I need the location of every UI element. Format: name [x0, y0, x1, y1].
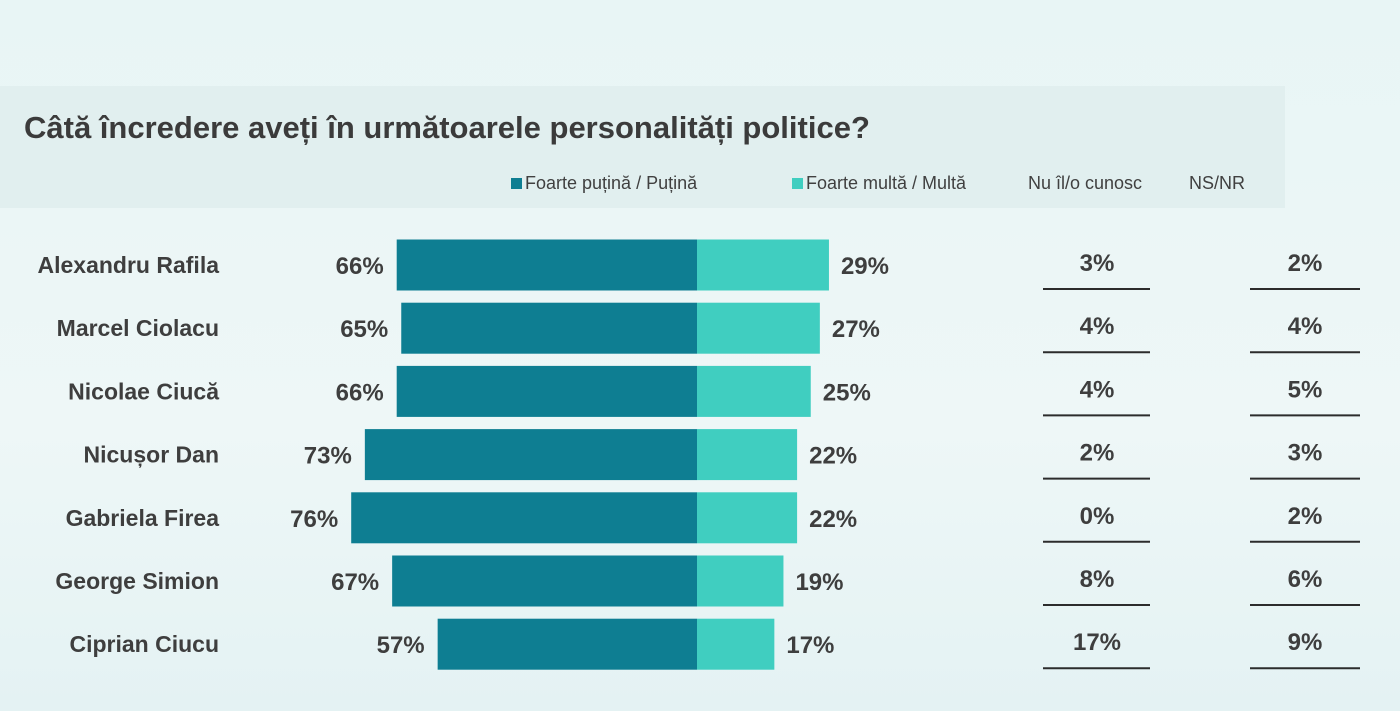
- value-nu-cunosc-ciprian-ciucu: 17%: [1073, 629, 1121, 656]
- legend-item-foarte-putina: Foarte puțină / Puțină: [511, 172, 697, 194]
- bar-foarte-putina-nicusor-dan: [364, 429, 697, 481]
- category-label-gabriela-firea: Gabriela Firea: [66, 505, 220, 531]
- legend-label-ns-nr: NS/NR: [1189, 173, 1246, 193]
- value-ns-nr-alexandru-rafila: 2%: [1288, 250, 1323, 277]
- category-label-nicolae-ciuca: Nicolae Ciucă: [68, 378, 219, 404]
- value-ns-nr-marcel-ciolacu: 4%: [1288, 313, 1323, 340]
- data-label-foarte-multa-marcel-ciolacu: 27%: [832, 316, 880, 343]
- value-ns-nr-gabriela-firea: 2%: [1288, 503, 1323, 530]
- value-nu-cunosc-gabriela-firea: 0%: [1080, 503, 1115, 530]
- category-label-george-simion: George Simion: [55, 568, 219, 594]
- data-label-foarte-putina-nicolae-ciuca: 66%: [336, 379, 384, 406]
- bar-foarte-multa-gabriela-firea: [697, 492, 798, 544]
- legend-item-nu-cunosc: Nu îl/o cunosc: [1028, 172, 1142, 194]
- legend-label-foarte-putina: Foarte puțină / Puțină: [525, 173, 698, 193]
- bar-foarte-putina-gabriela-firea: [351, 492, 697, 544]
- value-nu-cunosc-george-simion: 8%: [1080, 566, 1115, 593]
- legend-item-ns-nr: NS/NR: [1189, 172, 1245, 194]
- bar-foarte-putina-george-simion: [392, 555, 697, 607]
- category-label-alexandru-rafila: Alexandru Rafila: [38, 252, 220, 278]
- value-nu-cunosc-marcel-ciolacu: 4%: [1080, 313, 1115, 340]
- data-label-foarte-putina-marcel-ciolacu: 65%: [340, 316, 388, 343]
- bar-foarte-multa-marcel-ciolacu: [697, 302, 820, 354]
- legend-label-nu-cunosc: Nu îl/o cunosc: [1028, 173, 1143, 193]
- data-label-foarte-multa-ciprian-ciucu: 17%: [786, 632, 834, 659]
- data-label-foarte-multa-nicusor-dan: 22%: [809, 443, 857, 470]
- bar-foarte-putina-marcel-ciolacu: [401, 302, 697, 354]
- data-label-foarte-multa-gabriela-firea: 22%: [809, 506, 857, 533]
- value-nu-cunosc-nicusor-dan: 2%: [1080, 440, 1115, 467]
- legend-swatch-foarte-putina: [511, 178, 522, 189]
- category-label-nicusor-dan: Nicușor Dan: [84, 442, 219, 469]
- bar-foarte-multa-george-simion: [697, 555, 784, 607]
- bar-foarte-putina-ciprian-ciucu: [437, 618, 697, 670]
- data-label-foarte-putina-alexandru-rafila: 66%: [336, 253, 384, 280]
- legend-label-foarte-multa: Foarte multă / Multă: [806, 173, 967, 193]
- legend-swatch-foarte-multa: [792, 178, 803, 189]
- data-label-foarte-putina-gabriela-firea: 76%: [290, 506, 338, 533]
- bar-foarte-multa-nicolae-ciuca: [697, 365, 811, 417]
- bar-foarte-putina-nicolae-ciuca: [396, 365, 697, 417]
- data-label-foarte-putina-nicusor-dan: 73%: [304, 443, 352, 470]
- data-label-foarte-putina-ciprian-ciucu: 57%: [377, 632, 425, 659]
- bar-foarte-multa-alexandru-rafila: [697, 239, 829, 291]
- title-band: [0, 86, 1285, 208]
- bar-foarte-multa-ciprian-ciucu: [697, 618, 775, 670]
- data-label-foarte-multa-nicolae-ciuca: 25%: [823, 379, 871, 406]
- bar-foarte-putina-alexandru-rafila: [396, 239, 697, 291]
- category-label-marcel-ciolacu: Marcel Ciolacu: [57, 315, 219, 341]
- data-label-foarte-multa-alexandru-rafila: 29%: [841, 253, 889, 280]
- value-nu-cunosc-alexandru-rafila: 3%: [1080, 250, 1115, 277]
- value-ns-nr-nicolae-ciuca: 5%: [1288, 376, 1323, 403]
- value-ns-nr-george-simion: 6%: [1288, 566, 1323, 593]
- chart-title: Câtă încredere aveți în următoarele pers…: [24, 110, 870, 145]
- value-nu-cunosc-nicolae-ciuca: 4%: [1080, 376, 1115, 403]
- category-label-ciprian-ciucu: Ciprian Ciucu: [69, 631, 219, 657]
- value-ns-nr-nicusor-dan: 3%: [1288, 440, 1323, 467]
- legend-item-foarte-multa: Foarte multă / Multă: [792, 172, 966, 194]
- data-label-foarte-putina-george-simion: 67%: [331, 569, 379, 596]
- data-label-foarte-multa-george-simion: 19%: [795, 569, 843, 596]
- value-ns-nr-ciprian-ciucu: 9%: [1288, 629, 1323, 656]
- bar-foarte-multa-nicusor-dan: [697, 429, 798, 481]
